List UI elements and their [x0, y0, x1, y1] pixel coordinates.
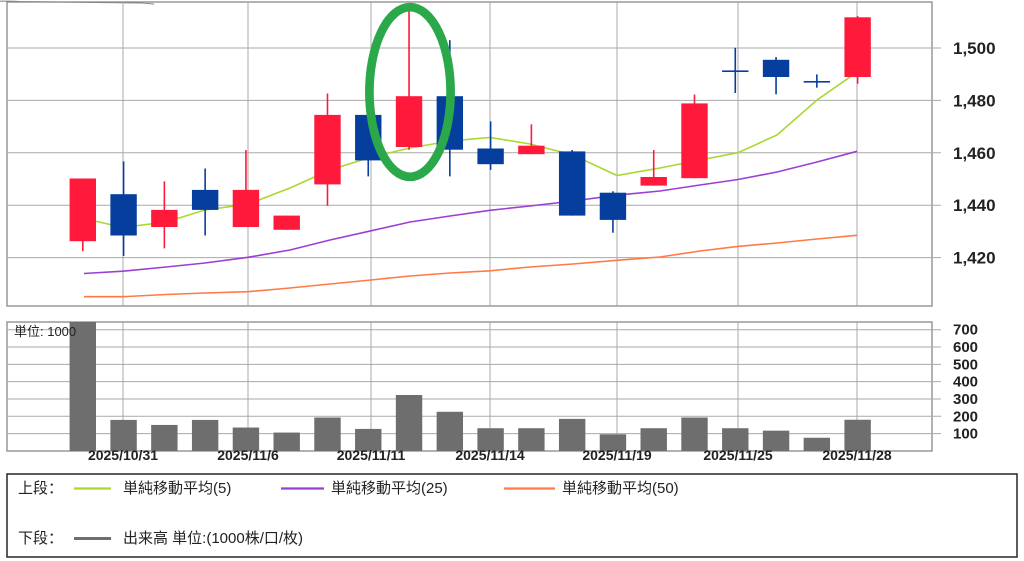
svg-text:2025/11/6: 2025/11/6 [217, 447, 279, 463]
svg-text:200: 200 [953, 408, 978, 425]
svg-text:1,480: 1,480 [953, 91, 996, 110]
svg-text:単純移動平均(50): 単純移動平均(50) [562, 480, 679, 497]
svg-text:2025/11/28: 2025/11/28 [822, 447, 892, 463]
svg-text:400: 400 [953, 374, 978, 391]
svg-text:300: 300 [953, 391, 978, 408]
svg-text:1,420: 1,420 [953, 249, 996, 268]
svg-text:100: 100 [953, 426, 978, 443]
svg-text:1,460: 1,460 [953, 144, 996, 163]
svg-text:1,500: 1,500 [953, 39, 996, 58]
svg-text:2025/11/14: 2025/11/14 [455, 447, 525, 463]
svg-text:2025/11/25: 2025/11/25 [703, 447, 773, 463]
svg-text:単純移動平均(5): 単純移動平均(5) [123, 480, 231, 497]
svg-text:上段：: 上段： [18, 480, 63, 497]
svg-text:出来高 単位:(1000株/口/枚): 出来高 単位:(1000株/口/枚) [123, 530, 303, 547]
svg-text:2025/11/11: 2025/11/11 [337, 447, 406, 463]
svg-text:2025/10/31: 2025/10/31 [88, 447, 158, 463]
svg-text:単純移動平均(25): 単純移動平均(25) [331, 480, 448, 497]
svg-text:600: 600 [953, 339, 978, 356]
svg-text:500: 500 [953, 356, 978, 373]
svg-text:700: 700 [953, 322, 978, 339]
svg-text:2025/11/19: 2025/11/19 [582, 447, 652, 463]
svg-text:単位: 1000: 単位: 1000 [14, 324, 76, 339]
svg-text:下段：: 下段： [18, 530, 63, 547]
svg-text:1,440: 1,440 [953, 196, 996, 215]
